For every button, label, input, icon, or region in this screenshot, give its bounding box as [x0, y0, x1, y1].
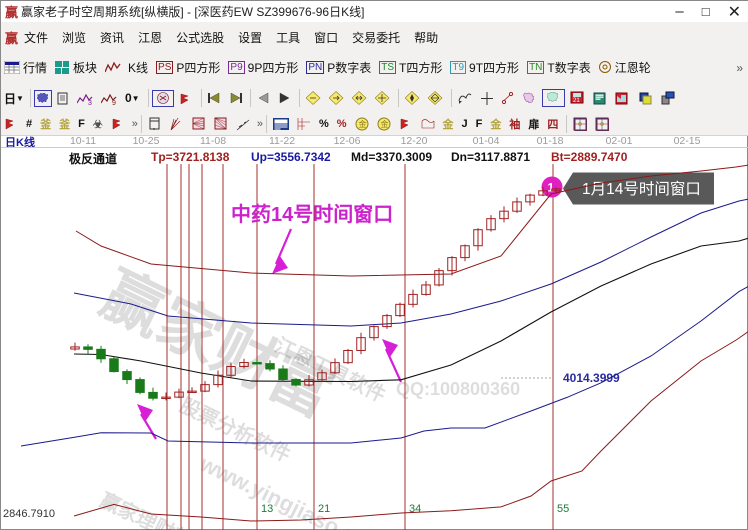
svg-text:55: 55	[557, 503, 569, 515]
svg-text:4014.3999: 4014.3999	[563, 371, 620, 385]
svg-text:金: 金	[358, 119, 366, 129]
svg-text:中药14号时间窗口: 中药14号时间窗口	[231, 202, 393, 226]
svg-text:1: 1	[548, 181, 555, 195]
svg-text:21: 21	[573, 98, 580, 104]
svg-text:34: 34	[409, 503, 421, 515]
svg-text:金: 金	[380, 119, 388, 129]
svg-text:1月14号时间窗口: 1月14号时间窗口	[582, 180, 701, 198]
svg-text:9: 9	[112, 100, 116, 105]
svg-text:2846.7910: 2846.7910	[3, 508, 55, 520]
svg-text:13: 13	[261, 503, 273, 515]
svg-text:3: 3	[88, 100, 92, 105]
svg-text:21: 21	[318, 503, 330, 515]
